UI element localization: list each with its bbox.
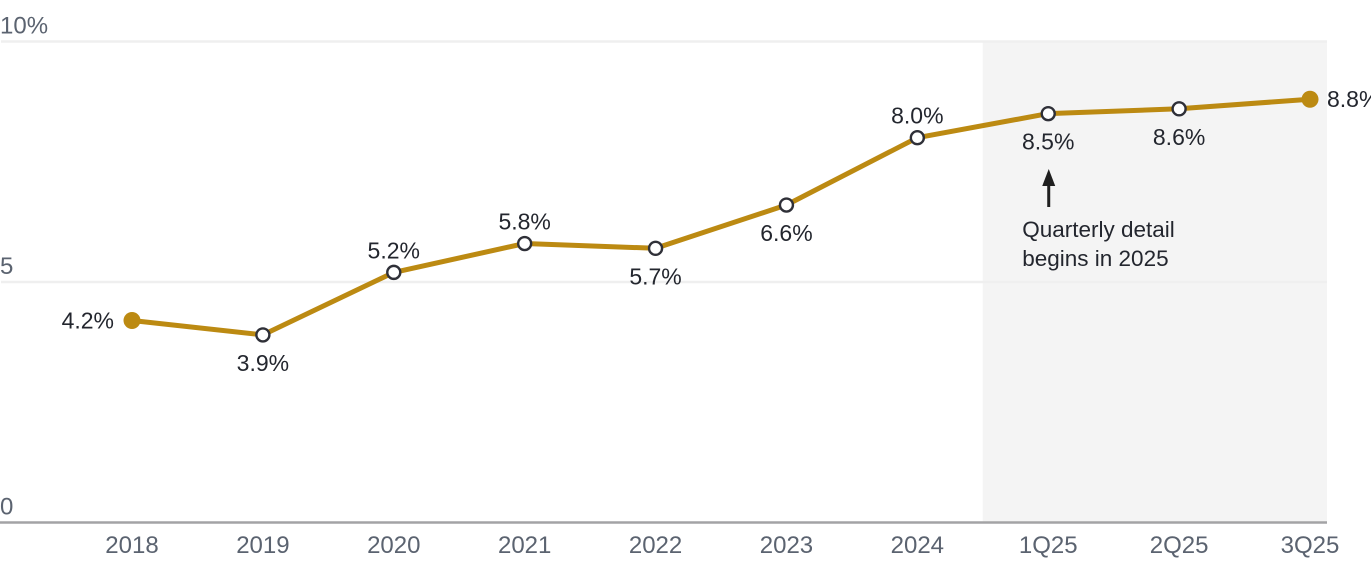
data-point <box>123 311 141 329</box>
data-point <box>1301 90 1319 108</box>
data-point <box>386 264 402 281</box>
data-point-label: 8.5% <box>1022 129 1074 155</box>
data-point-label: 8.0% <box>891 103 943 129</box>
x-axis-tick-label: 2021 <box>498 532 551 559</box>
x-axis-tick-label: 2019 <box>236 532 289 559</box>
data-point <box>909 129 926 146</box>
data-point <box>516 235 533 252</box>
data-point <box>778 197 795 213</box>
x-axis-tick-label: 1Q25 <box>1019 532 1078 559</box>
data-point-label: 8.8% <box>1327 86 1371 112</box>
data-point-label: 5.8% <box>498 209 550 235</box>
x-axis-tick-label: 2024 <box>891 532 944 559</box>
data-point <box>1171 101 1187 117</box>
data-point <box>255 327 271 343</box>
y-axis-tick-label: 5 <box>0 253 13 280</box>
y-axis-tick-label: 0 <box>0 494 13 521</box>
data-point <box>1040 105 1056 122</box>
data-point-label: 5.2% <box>368 237 420 263</box>
x-axis-tick-label: 2020 <box>367 532 420 559</box>
x-axis-tick-label: 3Q25 <box>1281 532 1340 559</box>
data-point <box>647 240 664 257</box>
data-point-label: 8.6% <box>1153 124 1205 150</box>
data-point-label: 4.2% <box>62 307 114 333</box>
x-axis-tick-label: 2018 <box>105 532 158 559</box>
data-point-label: 3.9% <box>237 350 289 376</box>
y-axis-tick-label: 10% <box>0 13 48 40</box>
annotation-text-line: begins in 2025 <box>1022 246 1168 271</box>
data-point-label: 5.7% <box>629 263 681 289</box>
annotation-text-line: Quarterly detail <box>1022 217 1175 242</box>
x-axis-tick-label: 2023 <box>760 532 813 559</box>
data-line <box>129 96 1313 338</box>
x-axis-tick-label: 2022 <box>629 532 682 559</box>
annotation-arrow-head <box>1042 169 1056 186</box>
x-axis-tick-label: 2Q25 <box>1150 532 1209 559</box>
data-point-label: 6.6% <box>760 220 812 246</box>
